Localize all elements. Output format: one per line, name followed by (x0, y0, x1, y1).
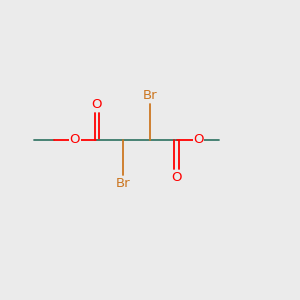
Text: O: O (171, 172, 182, 184)
Text: Br: Br (116, 177, 131, 190)
Text: Br: Br (143, 89, 157, 102)
Text: O: O (193, 133, 204, 146)
Text: O: O (92, 98, 102, 111)
Text: O: O (70, 133, 80, 146)
